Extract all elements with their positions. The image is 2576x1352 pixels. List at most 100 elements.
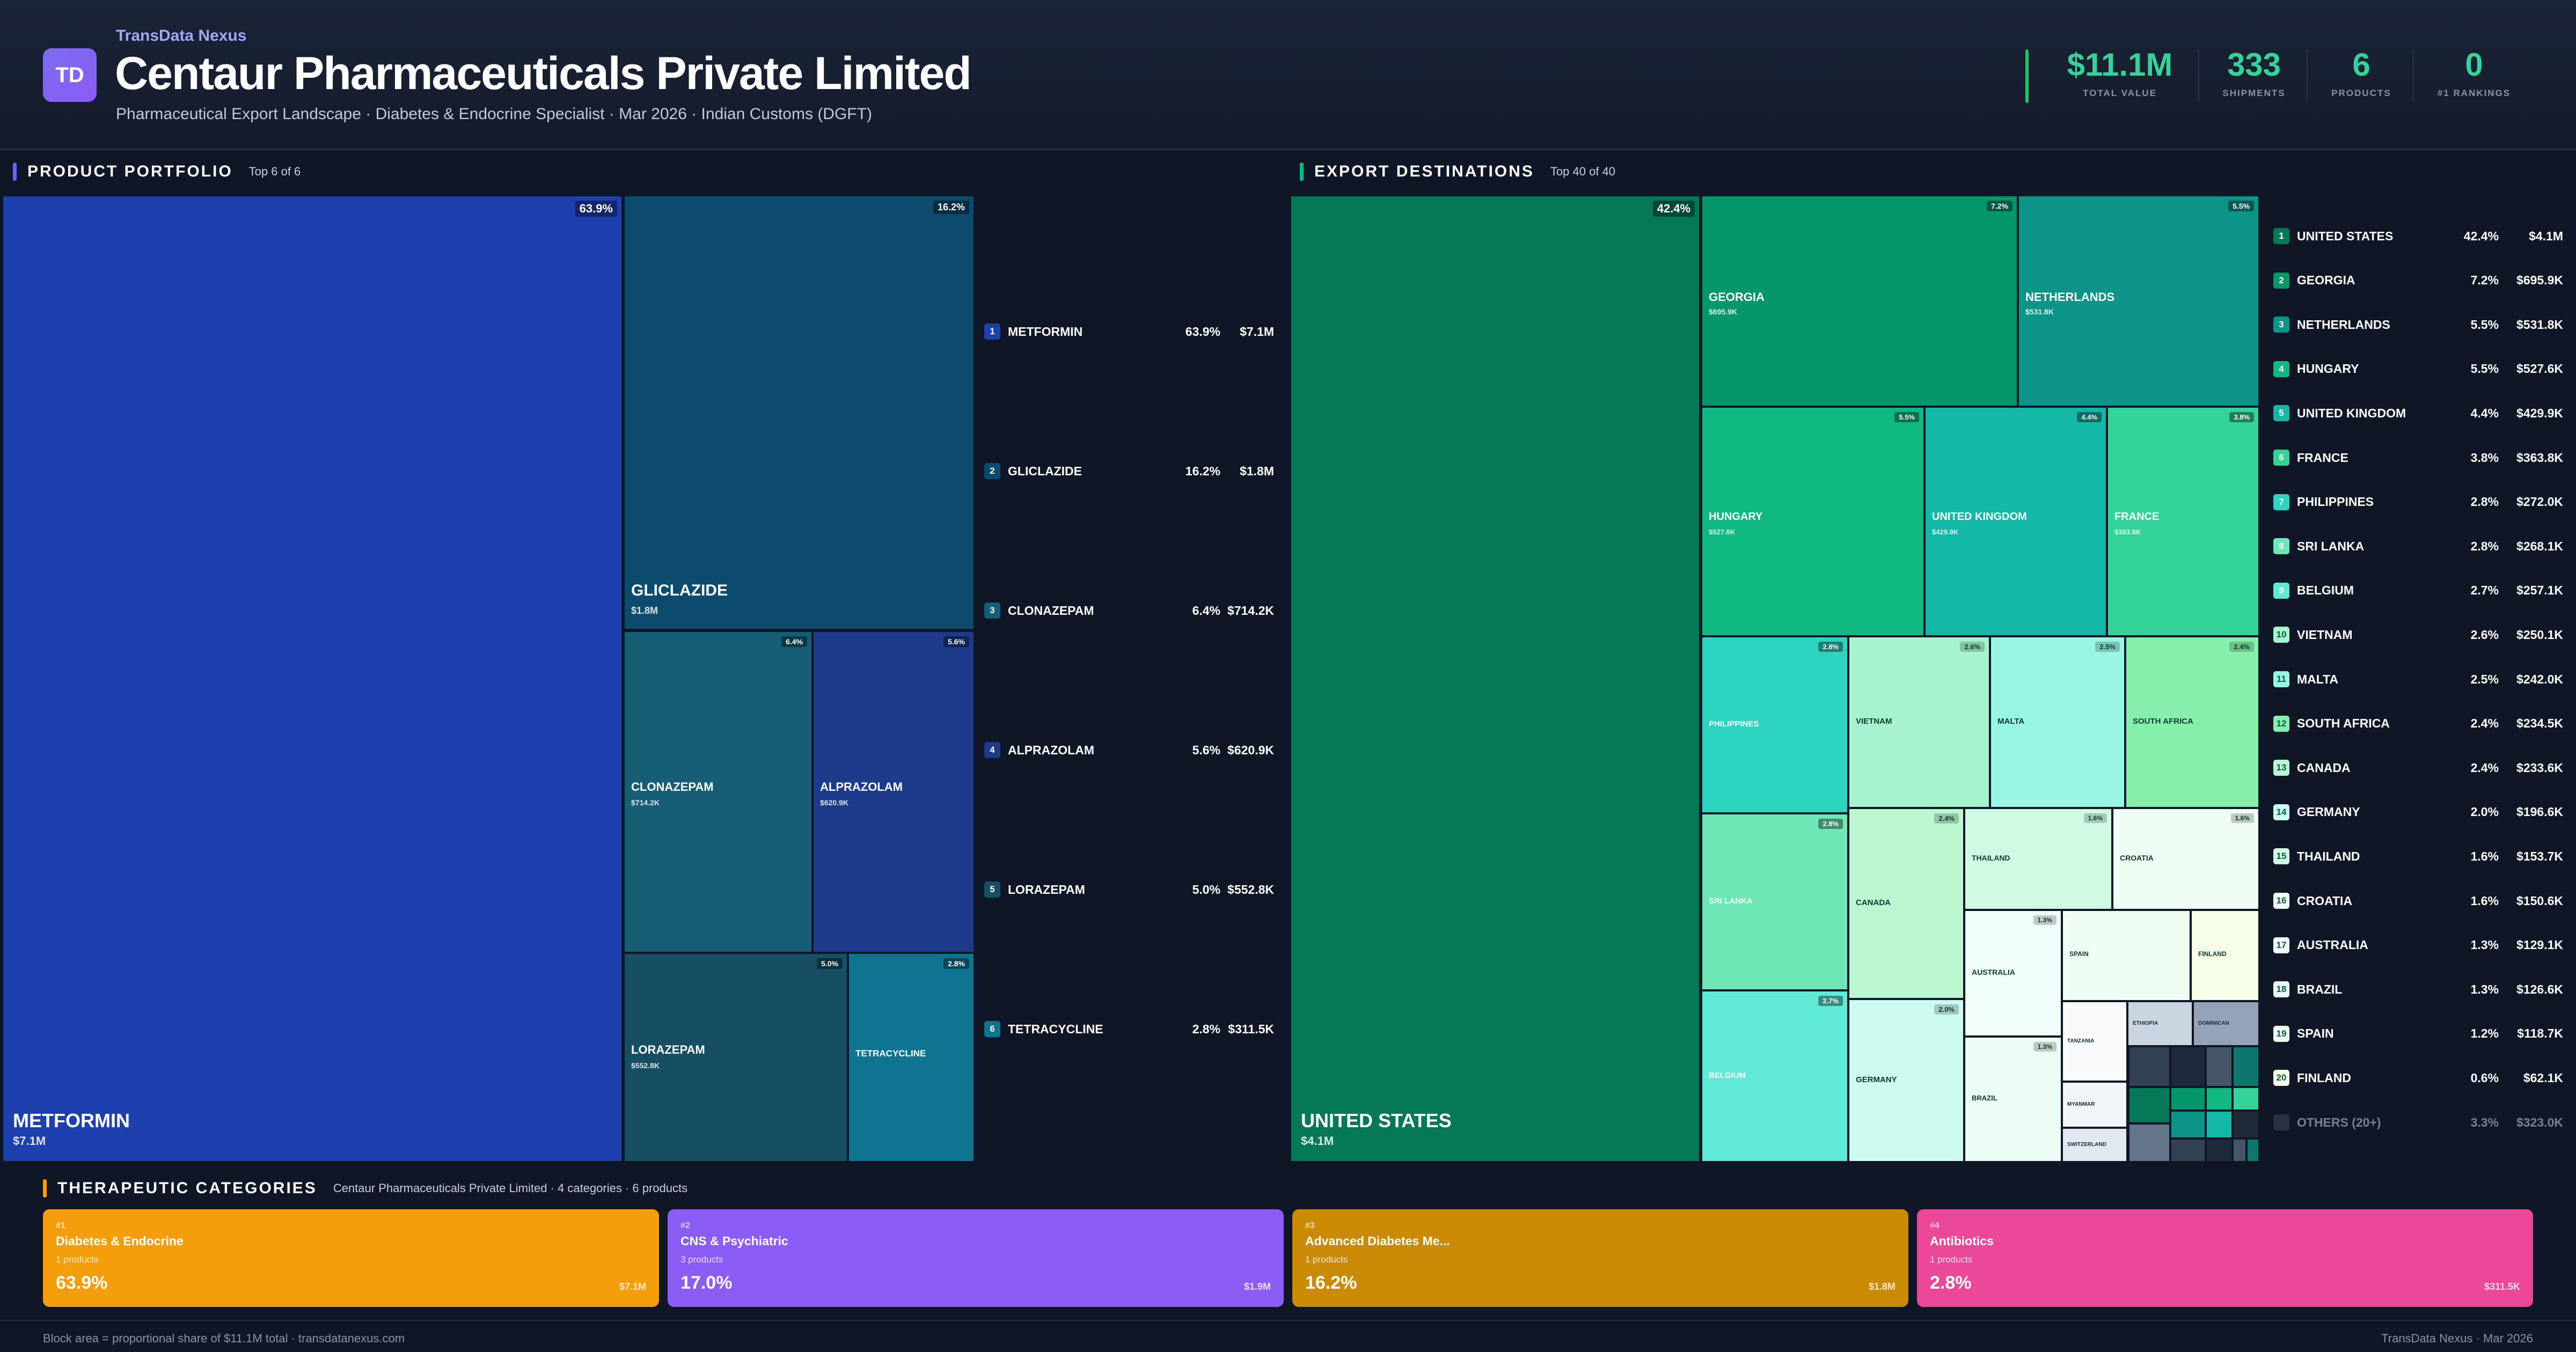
destination-tile-hungary[interactable]: 5.5% HUNGARY $527.6K: [1702, 408, 1923, 635]
product-list-item[interactable]: 3 CLONAZEPAM 6.4% $714.2K: [984, 601, 1274, 620]
destination-tile-georgia[interactable]: 7.2% GEORGIA $695.9K: [1702, 196, 2017, 406]
destination-tile-tiny[interactable]: [2207, 1112, 2231, 1137]
destination-tile-small[interactable]: SWITZERLAND: [2063, 1129, 2126, 1161]
product-list-item[interactable]: 5 LORAZEPAM 5.0% $552.8K: [984, 880, 1274, 899]
stat-total-value: $11.1M TOTAL VALUE: [2066, 46, 2174, 99]
category-card[interactable]: #4 Antibiotics 1 products 2.8% $311.5K: [1917, 1209, 2533, 1307]
product-list-item[interactable]: 1 METFORMIN 63.9% $7.1M: [984, 322, 1274, 341]
product-tile-tetracycline[interactable]: 2.8% TETRACYCLINE: [849, 954, 974, 1161]
destination-list-item[interactable]: 13 CANADA 2.4% $233.6K: [2273, 758, 2563, 777]
list-item-value: $126.6K: [2516, 982, 2563, 996]
destination-tile-small[interactable]: ETHIOPIA: [2128, 1002, 2192, 1045]
destination-list-others[interactable]: OTHERS (20+) 3.3% $323.0K: [2273, 1113, 2563, 1132]
destination-list-item[interactable]: 2 GEORGIA 7.2% $695.9K: [2273, 271, 2563, 290]
destination-list-item[interactable]: 7 PHILIPPINES 2.8% $272.0K: [2273, 493, 2563, 512]
list-item-name: SPAIN: [2297, 1026, 2334, 1041]
destination-list-item[interactable]: 6 FRANCE 3.8% $363.8K: [2273, 448, 2563, 467]
destination-list-item[interactable]: 16 CROATIA 1.6% $150.6K: [2273, 891, 2563, 910]
destination-tile-small[interactable]: MYANMAR: [2063, 1083, 2126, 1127]
card-rank: #1: [56, 1221, 65, 1230]
destination-tile-united-kingdom[interactable]: 4.4% UNITED KINGDOM $429.9K: [1926, 408, 2106, 635]
destination-list-item[interactable]: 20 FINLAND 0.6% $62.1K: [2273, 1068, 2563, 1088]
destination-tile-philippines[interactable]: 2.8% PHILIPPINES: [1702, 637, 1847, 812]
product-list-item[interactable]: 6 TETRACYCLINE 2.8% $311.5K: [984, 1019, 1274, 1039]
list-item-percent: 1.3%: [2470, 982, 2499, 996]
destination-tile-france[interactable]: 3.8% FRANCE $363.8K: [2108, 408, 2258, 635]
product-list-item[interactable]: 2 GLICLAZIDE 16.2% $1.8M: [984, 461, 1274, 481]
destination-list-item[interactable]: 8 SRI LANKA 2.8% $268.1K: [2273, 537, 2563, 556]
destination-tile-thailand[interactable]: 1.6% THAILAND: [1965, 809, 2111, 909]
destination-list-item[interactable]: 1 UNITED STATES 42.4% $4.1M: [2273, 226, 2563, 246]
destination-tile-belgium[interactable]: 2.7% BELGIUM: [1702, 991, 1847, 1161]
destination-tile-tiny[interactable]: [2207, 1140, 2231, 1161]
destination-tile-small[interactable]: DOMINICAN: [2194, 1002, 2258, 1045]
rank-badge: 10: [2273, 627, 2289, 643]
destination-tile-finland[interactable]: FINLAND: [2192, 911, 2258, 1000]
destination-tile-vietnam[interactable]: 2.6% VIETNAM: [1849, 637, 1989, 807]
list-item-value: $233.6K: [2516, 760, 2563, 775]
product-tile-lorazepam[interactable]: 5.0% LORAZEPAM $552.8K: [625, 954, 847, 1161]
list-item-name: CLONAZEPAM: [1008, 603, 1094, 618]
stat-divider: [2413, 49, 2414, 101]
destination-tile-tiny[interactable]: [2171, 1140, 2205, 1161]
destination-tile-malta[interactable]: 2.5% MALTA: [1991, 637, 2124, 807]
card-percent: 63.9%: [56, 1273, 108, 1293]
destination-list-item[interactable]: 15 THAILAND 1.6% $153.7K: [2273, 847, 2563, 866]
destination-tile-tiny[interactable]: [2171, 1112, 2205, 1137]
destination-tile-netherlands[interactable]: 5.5% NETHERLANDS $531.8K: [2019, 196, 2258, 406]
destination-list-item[interactable]: 11 MALTA 2.5% $242.0K: [2273, 670, 2563, 689]
destination-list-item[interactable]: 19 SPAIN 1.2% $118.7K: [2273, 1024, 2563, 1044]
destination-list-item[interactable]: 12 SOUTH AFRICA 2.4% $234.5K: [2273, 714, 2563, 733]
destination-list-item[interactable]: 14 GERMANY 2.0% $196.6K: [2273, 803, 2563, 822]
destination-tile-tiny[interactable]: [2129, 1088, 2169, 1122]
destination-tile-tiny[interactable]: [2129, 1047, 2169, 1086]
product-tile-metformin[interactable]: 63.9% METFORMIN $7.1M: [3, 196, 621, 1161]
destination-tile-canada[interactable]: 2.4% CANADA: [1849, 809, 1963, 998]
rank-badge: 5: [984, 881, 1000, 898]
destination-tile-tiny[interactable]: [2234, 1140, 2245, 1161]
tile-percent-badge: 2.4%: [2229, 642, 2254, 652]
list-item-name: AUSTRALIA: [2297, 938, 2368, 952]
destination-tile-tiny[interactable]: [2248, 1140, 2258, 1161]
destination-tile-tiny[interactable]: [2234, 1047, 2258, 1086]
destination-tile-australia[interactable]: 1.3% AUSTRALIA: [1965, 911, 2061, 1035]
product-tile-alprazolam[interactable]: 5.6% ALPRAZOLAM $620.9K: [814, 632, 974, 952]
destination-list-item[interactable]: 10 VIETNAM 2.6% $250.1K: [2273, 625, 2563, 644]
category-card[interactable]: #1 Diabetes & Endocrine 1 products 63.9%…: [43, 1209, 659, 1307]
destination-list-item[interactable]: 9 BELGIUM 2.7% $257.1K: [2273, 581, 2563, 600]
list-item-name: CROATIA: [2297, 893, 2353, 908]
destination-tile-tiny[interactable]: [2207, 1088, 2231, 1109]
destination-tile-tiny[interactable]: [2234, 1112, 2258, 1137]
destination-tile-tiny[interactable]: [2234, 1088, 2258, 1109]
destination-tile-spain[interactable]: SPAIN: [2063, 911, 2190, 1000]
destination-tile-tiny[interactable]: [2207, 1047, 2231, 1086]
rank-badge: 15: [2273, 848, 2289, 865]
destination-tile-tiny[interactable]: [2171, 1047, 2205, 1086]
destination-list-item[interactable]: 18 BRAZIL 1.3% $126.6K: [2273, 980, 2563, 999]
destination-tile-small[interactable]: TANZANIA: [2063, 1002, 2126, 1081]
header: TD TransData Nexus Centaur Pharmaceutica…: [0, 0, 2576, 150]
section-accent-bar: [43, 1179, 47, 1197]
product-tile-clonazepam[interactable]: 6.4% CLONAZEPAM $714.2K: [625, 632, 811, 952]
tile-name: TETRACYCLINE: [855, 1048, 926, 1059]
destination-tile-brazil[interactable]: 1.3% BRAZIL: [1965, 1038, 2061, 1161]
destination-tile-germany[interactable]: 2.0% GERMANY: [1849, 1000, 1963, 1161]
category-card[interactable]: #2 CNS & Psychiatric 3 products 17.0% $1…: [668, 1209, 1284, 1307]
destination-tile-tiny[interactable]: [2129, 1125, 2169, 1161]
card-name: Advanced Diabetes Me...: [1305, 1234, 1450, 1248]
destination-list-item[interactable]: 4 HUNGARY 5.5% $527.6K: [2273, 359, 2563, 379]
destination-tile-sri-lanka[interactable]: 2.8% SRI LANKA: [1702, 814, 1847, 989]
product-list-item[interactable]: 4 ALPRAZOLAM 5.6% $620.9K: [984, 740, 1274, 760]
destination-tile-croatia[interactable]: 1.6% CROATIA: [2113, 809, 2258, 909]
destination-list-item[interactable]: 5 UNITED KINGDOM 4.4% $429.9K: [2273, 403, 2563, 423]
category-card[interactable]: #3 Advanced Diabetes Me... 1 products 16…: [1292, 1209, 1908, 1307]
destination-list-item[interactable]: 3 NETHERLANDS 5.5% $531.8K: [2273, 315, 2563, 334]
tile-percent-badge: 6.4%: [781, 636, 807, 647]
destination-tile-south-africa[interactable]: 2.4% SOUTH AFRICA: [2126, 637, 2258, 807]
destination-tile-united-states[interactable]: 42.4% UNITED STATES $4.1M: [1291, 196, 1699, 1161]
product-tile-gliclazide[interactable]: 16.2% GLICLAZIDE $1.8M: [625, 196, 974, 629]
card-percent: 16.2%: [1305, 1273, 1357, 1293]
destination-tile-tiny[interactable]: [2171, 1088, 2205, 1109]
tile-name: METFORMIN: [13, 1109, 130, 1131]
destination-list-item[interactable]: 17 AUSTRALIA 1.3% $129.1K: [2273, 936, 2563, 955]
